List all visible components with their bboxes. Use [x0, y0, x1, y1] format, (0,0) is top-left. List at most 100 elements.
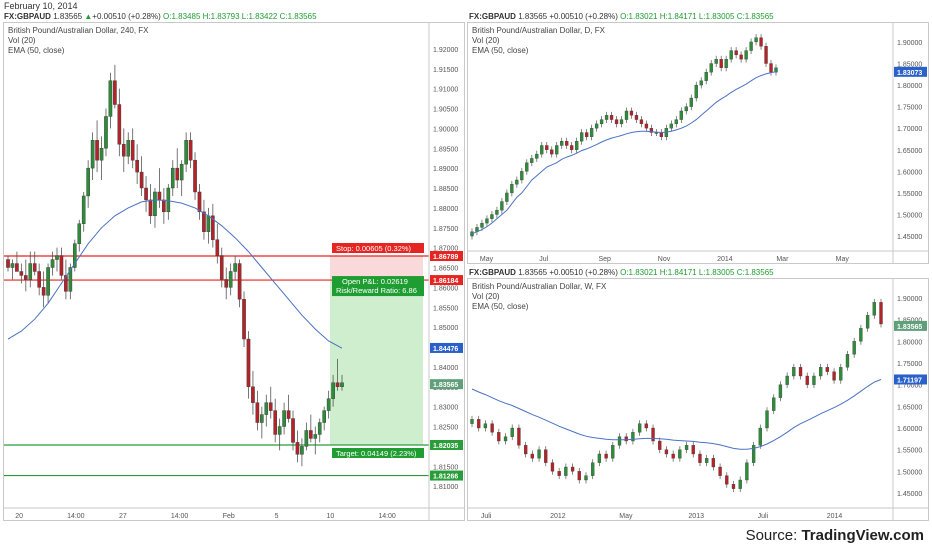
- w-candle-body: [678, 449, 682, 459]
- d-legend-ema[interactable]: EMA (50, close): [472, 46, 529, 55]
- d-candle-body: [599, 119, 604, 125]
- w-candle-body: [577, 471, 581, 481]
- h4-candle-body: [153, 191, 157, 217]
- h4-candle-body: [304, 430, 309, 447]
- h4-price-tag: 1.84476: [433, 346, 458, 353]
- d-price-tick: 1.70000: [897, 126, 922, 133]
- h4-candle-body: [95, 140, 99, 161]
- w-candle-body: [852, 341, 856, 355]
- w-candle-body: [591, 462, 595, 476]
- h4-candle-body: [72, 243, 77, 268]
- w-chart-panel[interactable]: 1.900001.850001.800001.750001.700001.650…: [467, 278, 929, 521]
- h4-candle-body: [50, 259, 55, 268]
- h4-candle-body: [237, 263, 242, 300]
- w-symbol[interactable]: FX:GBPAUD: [469, 268, 516, 277]
- h4-low: 1.83422: [248, 12, 278, 21]
- w-candle-body: [798, 367, 803, 377]
- w-candle-body: [691, 445, 695, 455]
- d-candle-body: [629, 110, 634, 116]
- w-candle-body: [839, 367, 843, 381]
- d-candle-body: [744, 50, 748, 60]
- d-candle-body: [684, 106, 688, 112]
- h4-legend-vol[interactable]: Vol (20): [8, 36, 36, 45]
- h4-price-tag-bg: [430, 251, 463, 262]
- d-candle-body: [659, 132, 664, 137]
- h4-candle-body: [206, 215, 211, 232]
- w-time-tick: 2013: [688, 513, 704, 520]
- d-chart-svg[interactable]: 1.90000 1.85000 1.80000 1.75000 1.70000 1.650…: [468, 23, 928, 263]
- d-open: 1.83021: [628, 12, 658, 21]
- w-candle-body: [470, 419, 474, 424]
- h4-time-tick: 27: [119, 513, 127, 520]
- h4-price-tick: 1.86000: [433, 285, 458, 292]
- d-time-tick: Mar: [776, 256, 789, 263]
- w-legend-vol[interactable]: Vol (20): [472, 292, 500, 301]
- h4-legend-ema[interactable]: EMA (50, close): [8, 46, 65, 55]
- w-candle-body: [537, 449, 541, 459]
- d-price-tick: 1.90000: [897, 40, 922, 47]
- h4-change-arrow-icon: ▲: [84, 12, 93, 21]
- d-candle-body: [764, 46, 768, 64]
- h4-candle-body: [64, 275, 68, 292]
- d-legend-title[interactable]: British Pound/Australian Dollar, D, FX: [472, 26, 605, 35]
- w-candle-body: [564, 466, 568, 476]
- h4-candle-body: [6, 259, 10, 268]
- h4-price-tag: 1.86789: [433, 254, 458, 261]
- h4-candle-body: [184, 140, 188, 165]
- h4-candle-body: [202, 211, 206, 232]
- d-ema-line: [471, 71, 777, 235]
- w-candle-body: [698, 453, 702, 463]
- h4-candle-body: [113, 80, 117, 105]
- w-candle-body: [745, 462, 749, 481]
- w-candle-body: [517, 427, 521, 446]
- w-price-tick: 1.90000: [897, 296, 922, 303]
- w-low: 1.83005: [705, 268, 735, 277]
- w-candle-body: [617, 436, 622, 446]
- w-price-tag: 1.71197: [897, 377, 922, 384]
- h4-chart-panel[interactable]: Stop: 0.00605 (0.32%) Open P&L: 0.02619 Ri…: [3, 22, 465, 521]
- h4-legend-title[interactable]: British Pound/Australian Dollar, 240, FX: [8, 26, 149, 35]
- h4-time-tick: 10: [326, 513, 334, 520]
- d-legend-vol[interactable]: Vol (20): [472, 36, 500, 45]
- h4-price-tick: 1.91500: [433, 67, 458, 74]
- h4-target-zone: [330, 280, 423, 445]
- h4-candle-body: [211, 215, 215, 240]
- w-price-tick: 1.45000: [897, 491, 922, 498]
- w-chart-svg[interactable]: 1.900001.850001.800001.750001.700001.650…: [468, 279, 928, 520]
- h4-candle-body: [242, 299, 246, 340]
- h4-chart-svg[interactable]: Stop: 0.00605 (0.32%) Open P&L: 0.02619Ri…: [4, 23, 464, 520]
- h4-candle-body: [322, 410, 326, 423]
- h4-candle-body: [90, 140, 95, 169]
- h4-price-tag-bg: [430, 439, 463, 450]
- w-candle-body: [879, 302, 883, 325]
- w-candle-body: [711, 458, 716, 468]
- d-symbol[interactable]: FX:GBPAUD: [469, 12, 516, 21]
- w-candle-body: [523, 445, 528, 455]
- h4-candle-body: [81, 195, 86, 224]
- h4-change: +0.00510 (+0.28%): [92, 12, 161, 21]
- h4-symbol-header: FX:GBPAUD 1.83565 ▲+0.00510 (+0.28%) O:1…: [4, 12, 317, 21]
- d-chart-panel[interactable]: 1.90000 1.85000 1.80000 1.75000 1.70000 1.650…: [467, 22, 929, 264]
- h4-candle-body: [59, 255, 64, 276]
- h4-candle-body: [130, 140, 135, 161]
- w-symbol-header: FX:GBPAUD 1.83565 +0.00510 (+0.28%) O:1.…: [469, 268, 774, 277]
- source-brand[interactable]: TradingView.com: [801, 527, 924, 544]
- h4-price-tick: 1.81500: [433, 464, 458, 471]
- h4-price-tick: 1.89500: [433, 146, 458, 153]
- h4-candle-body: [24, 275, 28, 280]
- h4-stop-label: Stop: 0.00605 (0.32%): [336, 244, 412, 253]
- w-legend-ema[interactable]: EMA (50, close): [472, 302, 529, 311]
- h4-stop-label-bg: [332, 243, 424, 254]
- w-candle-body: [490, 423, 494, 433]
- h4-candle-body: [46, 267, 50, 296]
- h4-candle-body: [317, 422, 322, 435]
- d-candle-body: [679, 110, 683, 120]
- w-candle-body: [644, 423, 648, 429]
- w-time-tick: May: [619, 513, 633, 520]
- w-legend-title[interactable]: British Pound/Australian Dollar, W, FX: [472, 282, 607, 291]
- h4-symbol[interactable]: FX:GBPAUD: [4, 12, 51, 21]
- w-candle-body: [664, 449, 669, 455]
- w-candle-body: [872, 302, 876, 316]
- h4-price-tick: 1.90000: [433, 126, 458, 133]
- w-time-tick: Juli: [481, 513, 492, 520]
